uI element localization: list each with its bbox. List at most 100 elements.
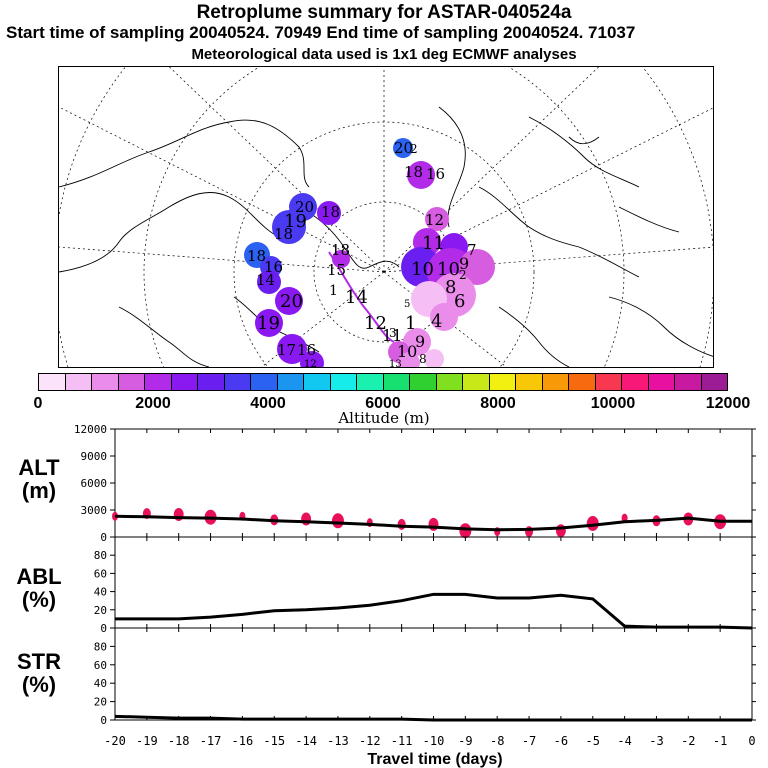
colorbar-swatch xyxy=(92,374,119,390)
plume-label: 8 xyxy=(445,277,456,298)
colorbar-tick-label: 4000 xyxy=(250,395,286,412)
x-tick-label: -16 xyxy=(232,734,254,748)
y-tick-label: 0 xyxy=(100,714,107,727)
plume-label: 4 xyxy=(431,311,442,332)
colorbar-swatch xyxy=(383,374,410,390)
x-tick-label: -4 xyxy=(617,734,631,748)
x-tick-label: -11 xyxy=(391,734,413,748)
y-tick-label: 6000 xyxy=(81,477,108,490)
colorbar-swatch xyxy=(516,374,543,390)
colorbar-swatch xyxy=(277,374,304,390)
y-tick-label: 80 xyxy=(94,549,107,562)
x-tick-label: -1 xyxy=(713,734,727,748)
plume-label: 18 xyxy=(404,163,423,181)
plume-label: 2 xyxy=(410,142,418,156)
abl-series-line xyxy=(115,592,753,630)
plume-label: 9 xyxy=(459,254,469,273)
y-tick-label: 60 xyxy=(94,567,107,580)
plume-label: 13 xyxy=(389,359,402,368)
colorbar-title: Altitude (m) xyxy=(338,409,430,427)
str-panel-frame xyxy=(114,627,753,721)
colorbar-swatch xyxy=(304,374,331,390)
colorbar-swatch xyxy=(224,374,251,390)
plume-label: 5 xyxy=(404,299,410,310)
str-label-line2: (%) xyxy=(21,672,57,697)
map-coastlines xyxy=(59,106,713,367)
colorbar-tick-label: 8000 xyxy=(480,395,516,412)
x-tick-label: -18 xyxy=(168,734,190,748)
plume-label: 18 xyxy=(274,225,293,243)
y-tick-label: 9000 xyxy=(81,450,108,463)
x-tick-label: -13 xyxy=(327,734,349,748)
plume-label: 9 xyxy=(415,332,425,351)
plume-label: 1 xyxy=(405,313,416,334)
plume-label: 18 xyxy=(247,247,266,265)
plume-blobs xyxy=(244,138,495,367)
alt-data-point xyxy=(397,518,406,530)
plume-label-layer: 20 2 18 16 20 19 18 18 18 16 14 20 19 17… xyxy=(247,139,477,368)
plume-label: 12 xyxy=(304,359,317,368)
colorbar-swatch xyxy=(410,374,437,390)
colorbar-swatch xyxy=(118,374,145,390)
y-tick-label: 3000 xyxy=(81,504,108,517)
colorbar-swatch xyxy=(648,374,675,390)
plume-label: 12 xyxy=(425,211,444,229)
alt-data-point xyxy=(586,516,599,531)
alt-label-line2: (m) xyxy=(21,478,57,503)
colorbar-tick-label: 12000 xyxy=(705,395,751,412)
met-data-line: Meteorological data used is 1x1 deg ECMW… xyxy=(191,46,577,63)
x-tick-label: -3 xyxy=(649,734,663,748)
plume-label: 20 xyxy=(295,198,314,216)
x-tick-label: -5 xyxy=(586,734,600,748)
y-tick-label: 40 xyxy=(94,586,107,599)
colorbar-swatch xyxy=(489,374,516,390)
plume-label: 14 xyxy=(345,287,368,308)
abl-label-line2: (%) xyxy=(21,587,57,612)
alt-panel-label: ALT (m) xyxy=(4,456,74,502)
plume-label: 7 xyxy=(467,241,477,259)
colorbar-swatch xyxy=(436,374,463,390)
plume-label: 10 xyxy=(411,259,434,280)
polar-map: 20 2 18 16 20 19 18 18 18 16 14 20 19 17… xyxy=(58,66,714,368)
abl-panel-label: ABL (%) xyxy=(4,565,74,611)
colorbar-swatch xyxy=(65,374,92,390)
colorbar-swatch xyxy=(675,374,702,390)
x-tick-label: -14 xyxy=(295,734,317,748)
colorbar-swatch xyxy=(622,374,649,390)
alt-data-point xyxy=(301,512,312,526)
plume-label: 19 xyxy=(284,211,307,232)
plume-label: 6 xyxy=(454,291,465,312)
colorbar-tick-label: 10000 xyxy=(590,395,636,412)
colorbar-swatch xyxy=(463,374,490,390)
colorbar-swatch xyxy=(39,374,66,390)
plume-label: 11 xyxy=(422,233,445,254)
plume-label: 16 xyxy=(264,258,283,276)
plume-label: 12 xyxy=(364,313,387,334)
plume-label: 18 xyxy=(331,241,350,259)
plume-label: 16 xyxy=(426,165,445,183)
x-tick-label: -7 xyxy=(522,734,536,748)
x-axis-title: Travel time (days) xyxy=(367,751,502,768)
colorbar-tick-label: 2000 xyxy=(135,395,171,412)
str-series-line xyxy=(114,714,752,722)
abl-panel-frame xyxy=(114,536,753,629)
x-tick-label: -19 xyxy=(136,734,158,748)
colorbar-swatch xyxy=(569,374,596,390)
y-tick-label: 20 xyxy=(94,696,107,709)
plume-track xyxy=(328,251,395,343)
colorbar-swatch xyxy=(701,374,727,390)
y-tick-label: 60 xyxy=(94,659,107,672)
colorbar-swatch xyxy=(357,374,384,390)
alt-data-point xyxy=(428,517,439,531)
plume-label: 17 xyxy=(277,341,296,359)
colorbar-swatch xyxy=(595,374,622,390)
alt-data-point xyxy=(331,513,344,529)
str-panel-label: STR (%) xyxy=(4,650,74,696)
plume-label: 8 xyxy=(419,352,427,366)
plume-label: 19 xyxy=(257,313,280,334)
alt-label-line1: ALT xyxy=(18,455,60,480)
x-tick-label: -6 xyxy=(554,734,568,748)
plume-label: 14 xyxy=(256,271,275,289)
y-tick-label: 0 xyxy=(100,622,107,635)
